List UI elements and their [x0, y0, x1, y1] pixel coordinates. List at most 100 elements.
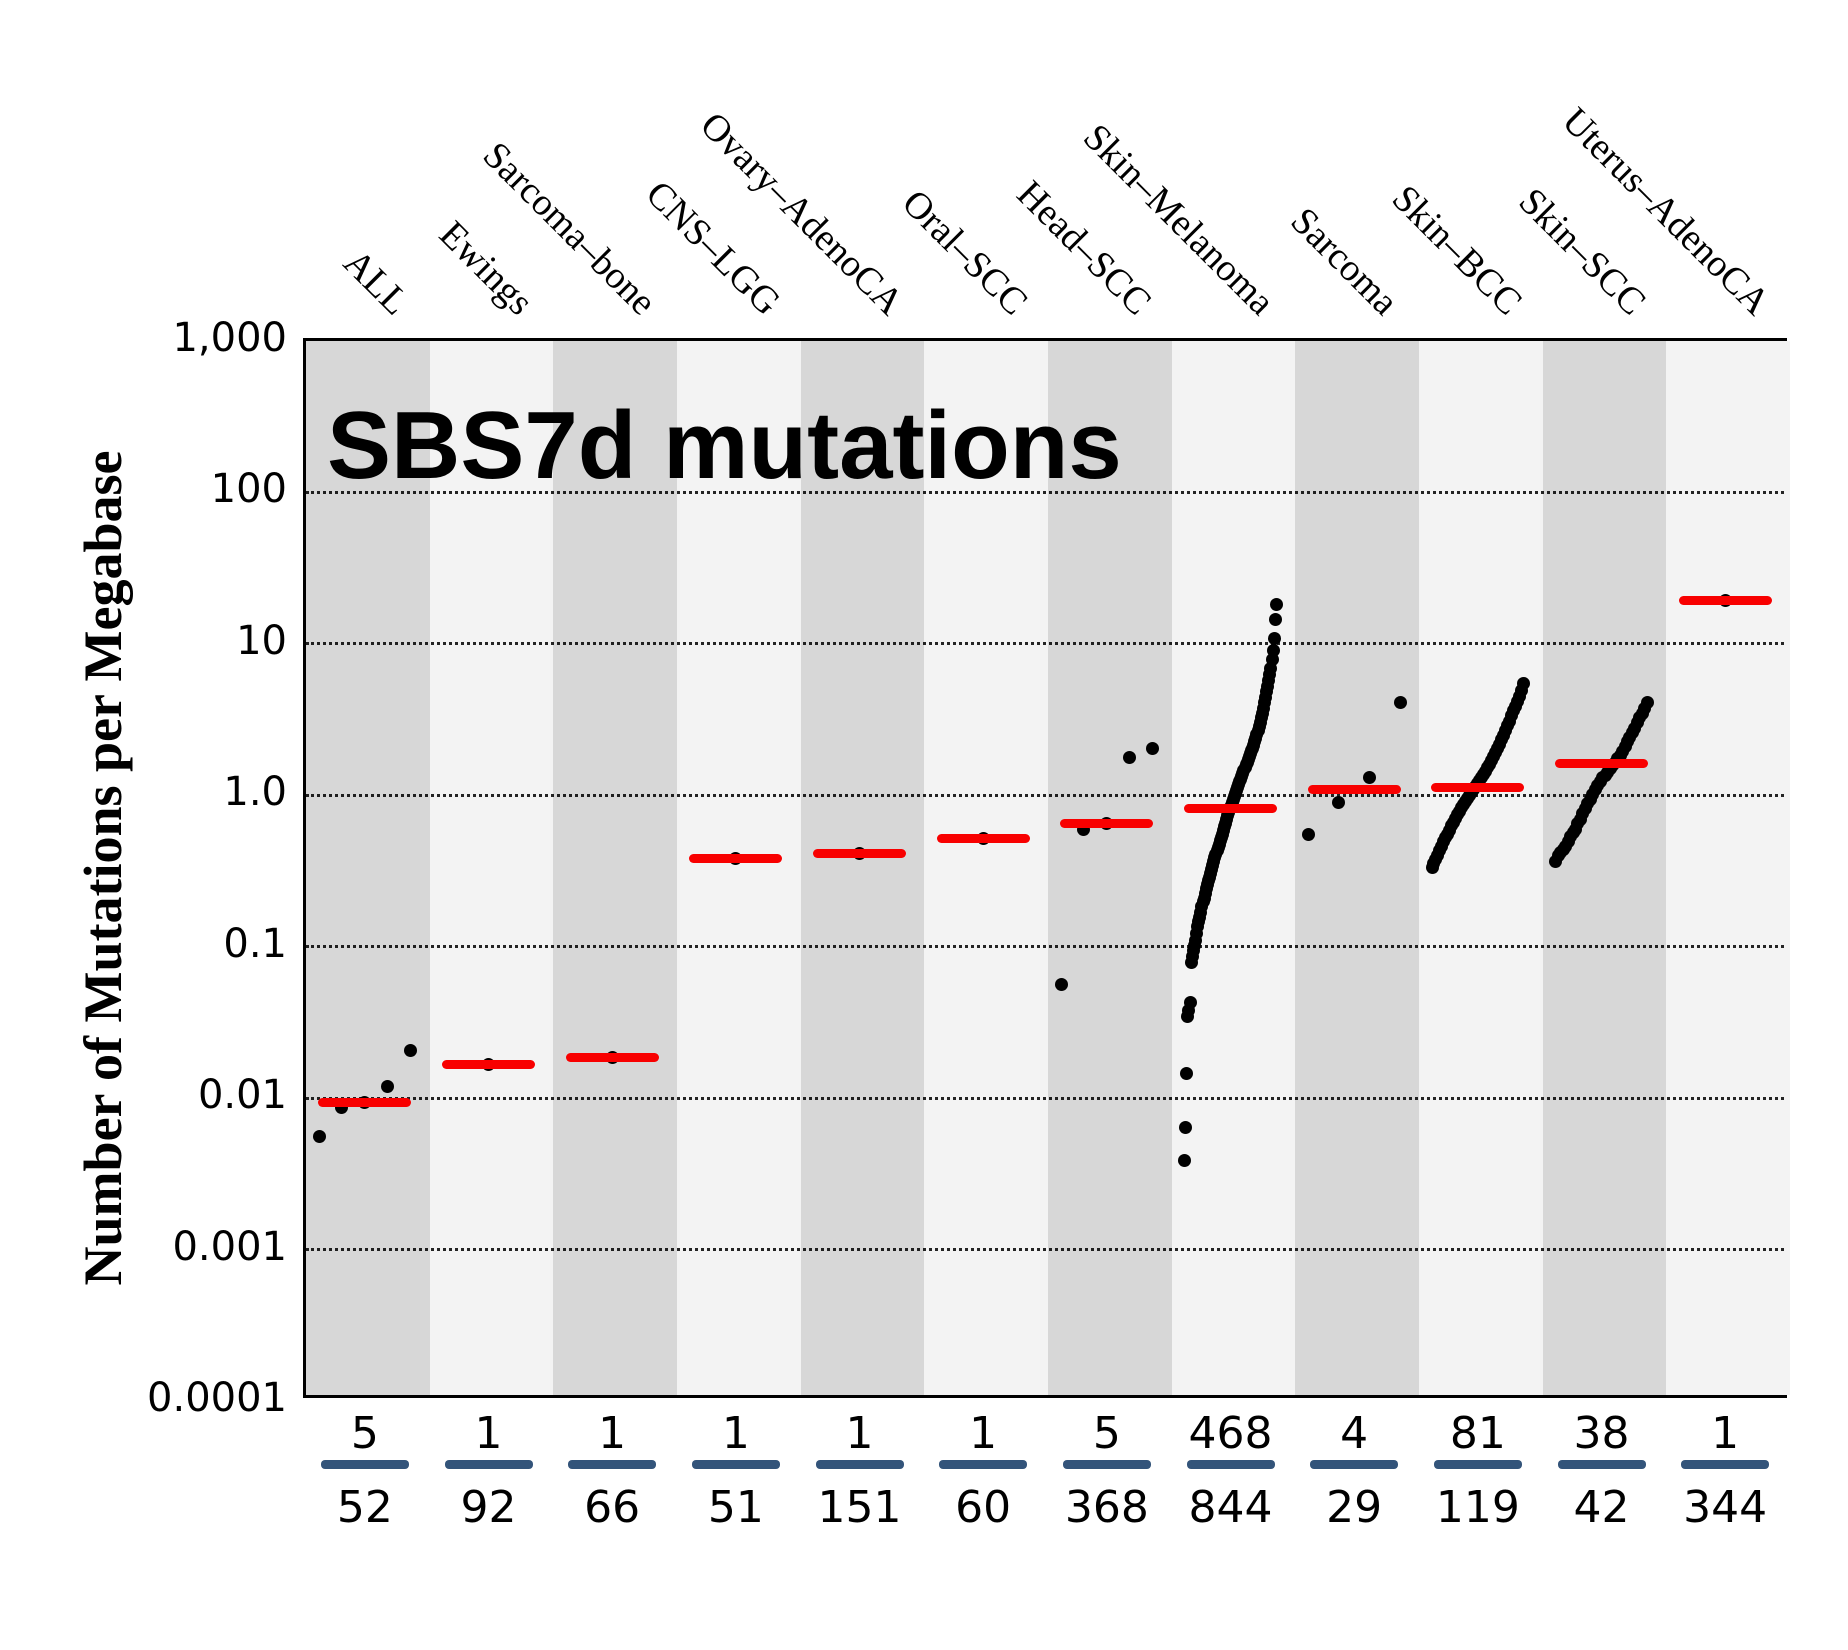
- signature-sample-count-skin-scc: 38: [1573, 1408, 1630, 1459]
- data-point: [1266, 644, 1280, 658]
- fraction-bar-skin-melanoma: [1186, 1460, 1275, 1469]
- fraction-bar-oral-scc: [939, 1460, 1028, 1469]
- median-line-uterus-adenoca: [1678, 595, 1772, 605]
- data-point: [1146, 741, 1160, 755]
- data-point: [1517, 677, 1531, 691]
- fraction-bar-cns-lgg: [691, 1460, 780, 1469]
- column-band-cns-lgg: [677, 341, 801, 1395]
- fraction-bar-ovary-adenoca: [815, 1460, 904, 1469]
- median-line-skin-bcc: [1431, 783, 1525, 793]
- data-point: [404, 1044, 418, 1058]
- column-band-uterus-adenoca: [1666, 341, 1790, 1395]
- data-point: [1180, 1066, 1194, 1080]
- total-sample-count-sarcoma: 29: [1326, 1482, 1383, 1533]
- fraction-bar-all: [320, 1460, 409, 1469]
- data-point: [1178, 1154, 1192, 1168]
- gridline-0.01: [306, 1096, 1784, 1100]
- median-line-sarcoma-bone: [565, 1053, 659, 1063]
- gridline-1: [306, 793, 1784, 797]
- signature-sample-count-sarcoma-bone: 1: [598, 1408, 627, 1459]
- signature-sample-count-uterus-adenoca: 1: [1711, 1408, 1740, 1459]
- signature-sample-count-ovary-adenoca: 1: [845, 1408, 874, 1459]
- total-sample-count-cns-lgg: 51: [707, 1482, 764, 1533]
- y-axis-title: Number of Mutations per Megabase: [73, 450, 133, 1286]
- signature-sample-count-ewings: 1: [474, 1408, 503, 1459]
- gridline-100: [306, 490, 1784, 494]
- y-tick-label-0-01: 0.01: [197, 1072, 287, 1119]
- signature-sample-count-sarcoma: 4: [1340, 1408, 1369, 1459]
- plot-area: [303, 338, 1790, 1398]
- signature-sample-count-head-scc: 5: [1092, 1408, 1121, 1459]
- column-band-skin-bcc: [1419, 341, 1543, 1395]
- chart-title: SBS7d mutations: [327, 392, 1122, 499]
- data-point: [1269, 598, 1283, 612]
- median-line-oral-scc: [936, 834, 1030, 844]
- column-band-oral-scc: [924, 341, 1048, 1395]
- signature-sample-count-skin-bcc: 81: [1449, 1408, 1506, 1459]
- total-sample-count-oral-scc: 60: [955, 1482, 1012, 1533]
- data-point: [1268, 612, 1282, 626]
- data-point: [1301, 827, 1315, 841]
- total-sample-count-skin-bcc: 119: [1435, 1482, 1520, 1533]
- median-line-skin-scc: [1555, 759, 1648, 769]
- y-tick-label-1-000: 1,000: [172, 315, 287, 361]
- total-sample-count-skin-melanoma: 844: [1188, 1482, 1273, 1533]
- fraction-bar-sarcoma-bone: [568, 1460, 657, 1469]
- column-band-skin-scc: [1542, 341, 1667, 1395]
- column-band-ovary-adenoca: [800, 341, 925, 1395]
- gridline-0.001: [306, 1248, 1784, 1252]
- category-label-uterus-adenoca: Uterus–AdenoCA: [1553, 99, 1778, 324]
- data-point: [381, 1080, 395, 1094]
- median-line-cns-lgg: [689, 854, 783, 864]
- median-line-sarcoma: [1307, 785, 1401, 795]
- category-label-all: ALL: [335, 241, 418, 324]
- data-point: [1179, 1121, 1193, 1135]
- data-point: [312, 1130, 326, 1144]
- median-line-ewings: [442, 1059, 535, 1069]
- y-tick-label-10: 10: [236, 617, 287, 664]
- column-band-skin-melanoma: [1171, 341, 1296, 1395]
- fraction-bar-head-scc: [1062, 1460, 1151, 1469]
- gridline-0.1: [306, 945, 1784, 949]
- y-tick-label-0-001: 0.001: [172, 1223, 287, 1270]
- signature-sample-count-all: 5: [350, 1408, 379, 1459]
- category-label-skin-bcc: Skin–BCC: [1383, 177, 1531, 324]
- column-band-ewings: [429, 341, 554, 1395]
- total-sample-count-all: 52: [336, 1482, 393, 1533]
- median-line-head-scc: [1060, 818, 1154, 828]
- y-tick-label-1-0: 1.0: [223, 769, 287, 816]
- fraction-bar-sarcoma: [1310, 1460, 1399, 1469]
- median-line-skin-melanoma: [1184, 804, 1277, 814]
- fraction-bar-skin-bcc: [1433, 1460, 1522, 1469]
- fraction-bar-skin-scc: [1557, 1460, 1646, 1469]
- median-line-ovary-adenoca: [813, 849, 906, 859]
- signature-sample-count-skin-melanoma: 468: [1188, 1408, 1273, 1459]
- column-band-all: [306, 341, 430, 1395]
- total-sample-count-ovary-adenoca: 151: [817, 1482, 902, 1533]
- data-point: [1393, 696, 1407, 710]
- column-band-sarcoma-bone: [553, 341, 677, 1395]
- signature-sample-count-cns-lgg: 1: [721, 1408, 750, 1459]
- y-tick-label-100: 100: [210, 466, 287, 513]
- median-line-all: [318, 1098, 412, 1108]
- category-label-ewings: Ewings: [430, 213, 541, 324]
- total-sample-count-ewings: 92: [460, 1482, 517, 1533]
- total-sample-count-sarcoma-bone: 66: [584, 1482, 641, 1533]
- signature-sample-count-oral-scc: 1: [969, 1408, 998, 1459]
- data-point: [1123, 750, 1137, 764]
- data-point: [1183, 995, 1197, 1009]
- column-band-sarcoma: [1295, 341, 1419, 1395]
- data-point: [1332, 795, 1346, 809]
- fraction-bar-uterus-adenoca: [1681, 1460, 1770, 1469]
- column-band-head-scc: [1048, 341, 1172, 1395]
- data-point: [1054, 977, 1068, 991]
- gridline-10: [306, 642, 1784, 646]
- y-tick-label-0-1: 0.1: [223, 920, 287, 967]
- total-sample-count-skin-scc: 42: [1573, 1482, 1630, 1533]
- total-sample-count-uterus-adenoca: 344: [1683, 1482, 1768, 1533]
- data-point: [1362, 771, 1376, 785]
- data-point: [1640, 696, 1654, 710]
- category-label-sarcoma: Sarcoma: [1282, 199, 1407, 324]
- fraction-bar-ewings: [444, 1460, 533, 1469]
